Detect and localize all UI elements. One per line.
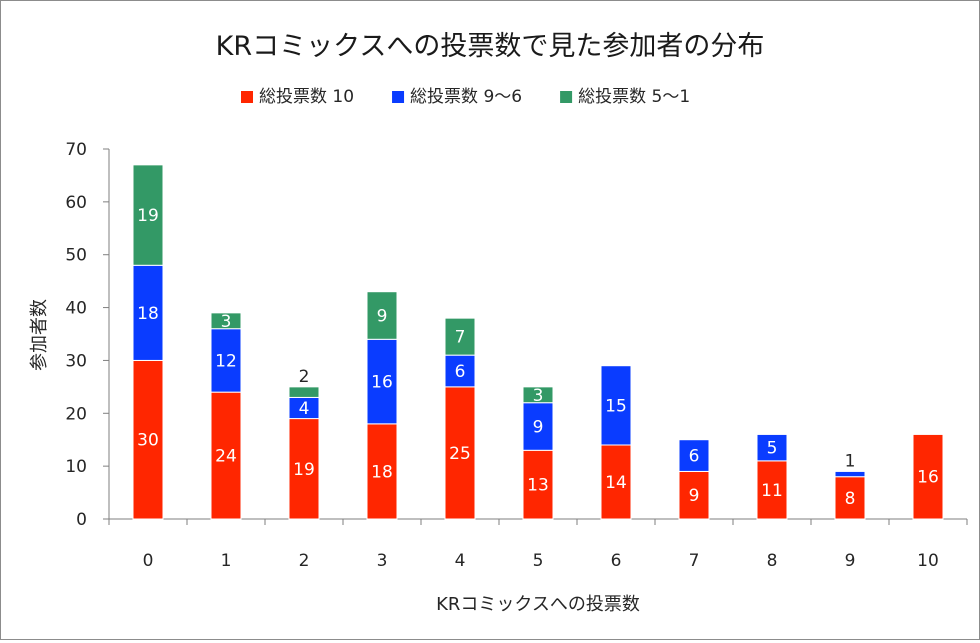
bar-segment	[834, 470, 866, 478]
bar-segment	[522, 386, 554, 404]
y-tick-label: 20	[65, 404, 87, 424]
data-label: 3	[533, 386, 544, 406]
bar-segment	[288, 386, 320, 398]
legend-swatch	[392, 91, 405, 103]
data-label: 9	[377, 307, 388, 327]
y-tick-label: 60	[65, 193, 87, 213]
bar-segment	[522, 402, 554, 451]
x-tick-label: 2	[299, 551, 310, 571]
x-tick-label: 5	[533, 551, 544, 571]
bar-segment	[678, 470, 710, 520]
bar-segment	[132, 359, 164, 520]
bar-segment	[756, 433, 788, 462]
legend-label: 総投票数 9〜6	[410, 87, 522, 107]
data-label: 9	[533, 418, 544, 438]
legend-label: 総投票数 5〜1	[578, 87, 690, 107]
x-tick-label: 9	[845, 551, 856, 571]
bar-segment	[366, 291, 398, 340]
data-label: 9	[689, 486, 700, 506]
y-tick-label: 10	[65, 457, 87, 477]
data-label: 18	[371, 462, 393, 482]
x-tick-label: 3	[377, 551, 388, 571]
bar-segment	[210, 312, 242, 330]
x-tick-label: 4	[455, 551, 466, 571]
data-label: 3	[221, 312, 232, 332]
bar-segment	[366, 338, 398, 425]
bar-segment	[366, 423, 398, 520]
bar-segment	[210, 328, 242, 393]
data-label: 25	[449, 444, 471, 464]
bar-segment	[132, 164, 164, 266]
bar-segment	[444, 317, 476, 356]
bar-segment	[912, 433, 944, 520]
y-tick-label: 50	[65, 246, 87, 266]
y-tick-label: 30	[65, 351, 87, 371]
data-label: 15	[605, 396, 627, 416]
data-label: 16	[917, 468, 939, 488]
y-tick-label: 0	[76, 510, 87, 530]
data-label: 2	[299, 367, 310, 387]
x-tick-label: 10	[917, 551, 939, 571]
data-label: 5	[767, 439, 778, 459]
data-label: 6	[689, 447, 700, 467]
data-label: 1	[845, 451, 856, 471]
y-tick-label: 40	[65, 299, 87, 319]
x-tick-label: 8	[767, 551, 778, 571]
x-tick-label: 7	[689, 551, 700, 571]
data-labels: 3018192412319421816925671393141596115811…	[137, 206, 939, 509]
bar-segment	[834, 476, 866, 520]
x-tick-label: 0	[143, 551, 154, 571]
legend-label: 総投票数 10	[259, 87, 354, 107]
legend-swatch	[241, 91, 253, 103]
data-label: 19	[137, 206, 159, 226]
data-label: 4	[299, 399, 310, 419]
bars	[132, 164, 944, 520]
data-label: 13	[527, 476, 549, 496]
y-tick-label: 70	[65, 140, 87, 160]
data-label: 14	[605, 473, 627, 493]
chart-title: KRコミックスへの投票数で見た参加者の分布	[216, 31, 765, 62]
data-label: 12	[215, 351, 237, 371]
bar-segment	[756, 460, 788, 520]
y-axis: 0 10 20 30 40 50 60 70	[65, 140, 110, 530]
data-label: 30	[137, 431, 159, 451]
legend: 総投票数 10 総投票数 9〜6 総投票数 5〜1	[241, 87, 690, 107]
bar-segment	[678, 439, 710, 472]
x-axis: 0 1 2 3 4 5 6 7 8 9 10	[108, 518, 968, 571]
y-axis-title: 参加者数	[29, 299, 50, 371]
bar-segment	[522, 449, 554, 520]
x-tick-label: 1	[221, 551, 232, 571]
data-label: 7	[455, 328, 466, 348]
legend-swatch	[560, 91, 573, 103]
data-label: 19	[293, 460, 315, 480]
x-axis-title: KRコミックスへの投票数	[436, 594, 640, 615]
data-label: 11	[761, 481, 783, 501]
data-label: 6	[455, 362, 466, 382]
bar-segment	[600, 444, 632, 520]
data-label: 16	[371, 373, 393, 393]
data-label: 24	[215, 447, 237, 467]
data-label: 18	[137, 304, 159, 324]
bar-segment	[600, 365, 632, 446]
x-tick-label: 6	[611, 551, 622, 571]
bar-segment	[444, 354, 476, 388]
bar-segment	[444, 386, 476, 520]
data-label: 8	[845, 489, 856, 509]
